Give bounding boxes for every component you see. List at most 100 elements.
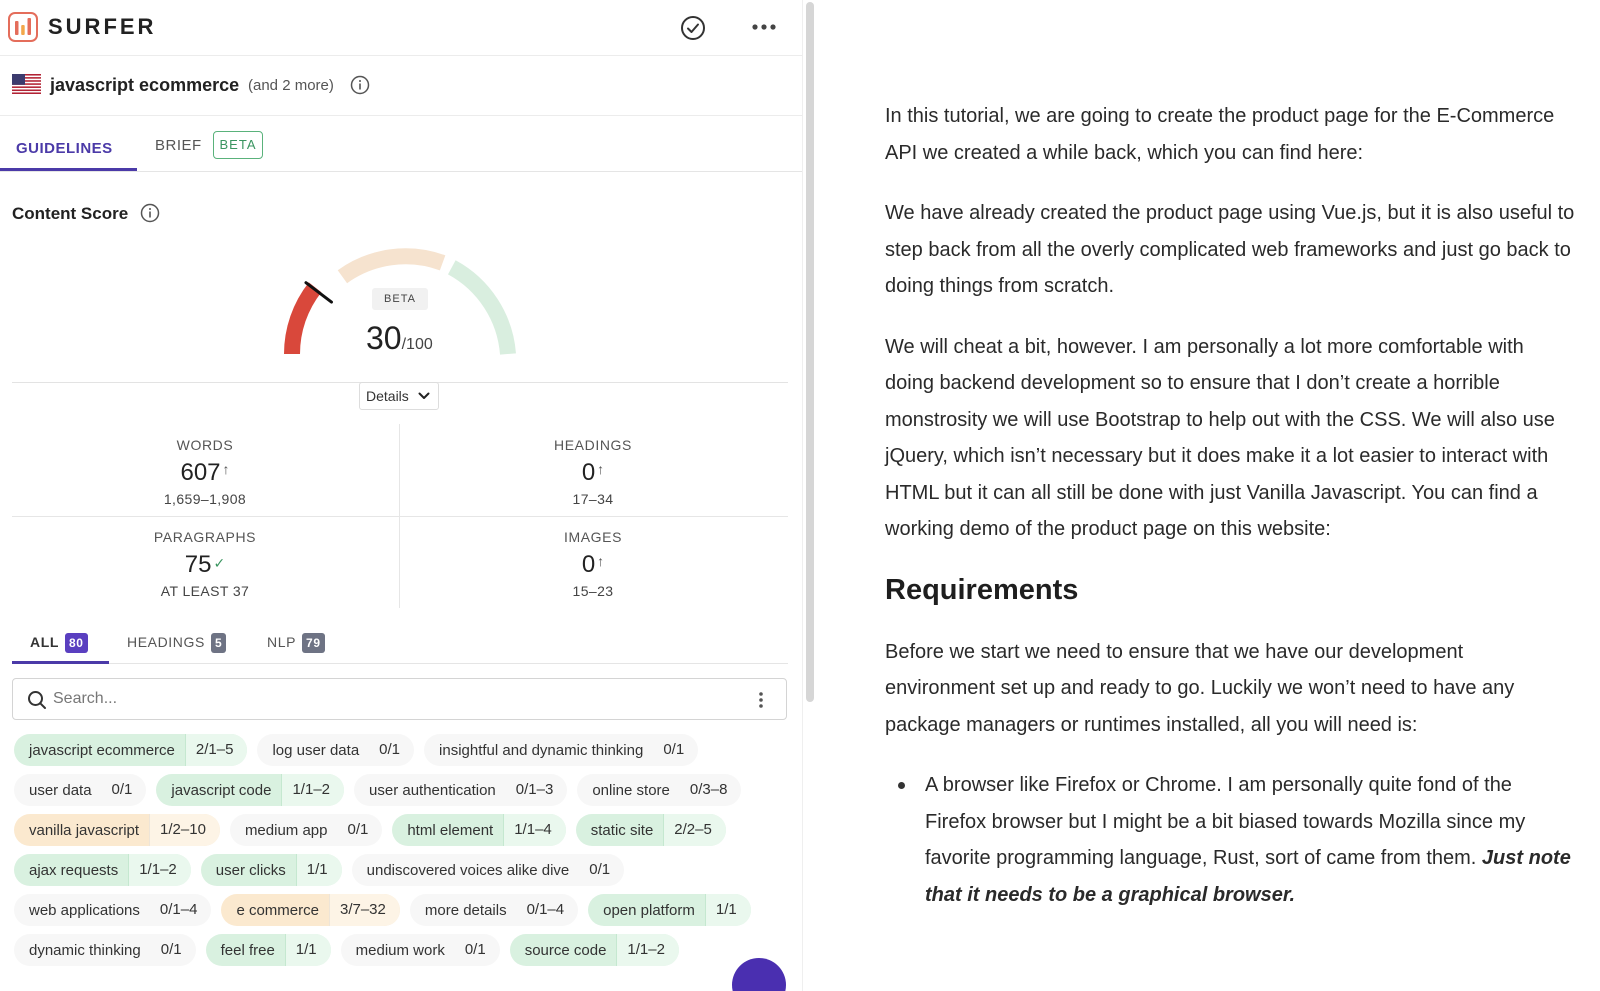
term-label: more details [424, 901, 507, 919]
paragraph[interactable]: We have already created the product page… [885, 202, 1575, 297]
gauge-track-green [447, 260, 516, 355]
term-chip[interactable]: medium work 0/1 [340, 934, 500, 966]
term-chip[interactable]: user data 0/1 [14, 774, 147, 806]
stat-words: WORDS 607 ↑ 1,659–1,908 [55, 437, 355, 507]
term-count: 1/1–2 [128, 854, 191, 886]
more-options-icon[interactable] [750, 14, 778, 40]
term-chip[interactable]: vanilla javascript 1/2–10 [14, 814, 220, 846]
term-chip[interactable]: javascript ecommerce 2/1–5 [14, 734, 248, 766]
filter-tab-label: NLP [267, 634, 297, 650]
term-label: user data [29, 781, 92, 799]
stat-label: HEADINGS [554, 437, 632, 453]
paragraph[interactable]: In this tutorial, we are going to create… [885, 105, 1555, 164]
tab-guidelines[interactable]: GUIDELINES [16, 140, 113, 157]
term-count: 0/1 [589, 861, 611, 878]
term-label: dynamic thinking [29, 941, 141, 959]
term-label: medium app [244, 821, 328, 839]
stat-range: 1,659–1,908 [163, 491, 247, 507]
score-max: /100 [401, 336, 433, 353]
term-label: feel free [220, 941, 275, 959]
term-label: user clicks [215, 861, 286, 879]
article-content[interactable]: In this tutorial, we are going to create… [885, 98, 1575, 913]
filter-tab-all[interactable]: ALL 80 [30, 633, 88, 653]
term-count: 1/1 [295, 854, 342, 886]
paragraph[interactable]: Before we start we need to ensure that w… [885, 640, 1515, 736]
check-circle-icon[interactable] [680, 15, 706, 41]
term-chip[interactable]: user authentication 0/1–3 [354, 774, 568, 806]
paragraph[interactable]: We will cheat a bit, however. I am perso… [885, 335, 1555, 541]
info-icon[interactable] [140, 203, 160, 223]
term-count: 1/1–2 [616, 934, 679, 966]
stat-paragraphs: PARAGRAPHS 75 ✓ AT LEAST 37 [55, 529, 355, 599]
tab-brief[interactable]: BRIEF [155, 137, 202, 154]
term-chip[interactable]: more details 0/1–4 [409, 894, 579, 926]
term-chip[interactable]: source code 1/1–2 [509, 934, 679, 966]
list-item[interactable]: A browser like Firefox or Chrome. I am p… [898, 767, 1575, 913]
scrollbar-thumb[interactable] [806, 2, 814, 702]
term-chip[interactable]: ajax requests 1/1–2 [14, 854, 191, 886]
term-row: web applications 0/1–4 e commerce 3/7–32 mor… [14, 894, 794, 926]
term-label: insightful and dynamic thinking [439, 741, 644, 759]
score-number: 30 [366, 320, 402, 356]
stat-label: IMAGES [563, 529, 623, 545]
filter-tab-headings[interactable]: HEADINGS 5 [127, 633, 227, 653]
gauge-track-peach [337, 248, 446, 284]
stat-value: 0 [581, 551, 596, 578]
term-row: user data 0/1 javascript code 1/1–2 user aut… [14, 774, 794, 806]
filter-tab-label: ALL [30, 634, 60, 650]
stat-images: IMAGES 0 ↑ 15–23 [443, 529, 743, 599]
term-count: 0/3–8 [689, 781, 728, 798]
stat-label: PARAGRAPHS [153, 529, 257, 545]
term-label: static site [590, 821, 654, 839]
term-chip[interactable]: online store 0/3–8 [577, 774, 742, 806]
active-filter-indicator [12, 661, 109, 664]
info-icon[interactable] [350, 75, 370, 95]
filter-count-badge: 5 [210, 633, 227, 653]
term-chip[interactable]: log user data 0/1 [257, 734, 415, 766]
term-chip[interactable]: insightful and dynamic thinking 0/1 [424, 734, 699, 766]
term-label: user authentication [369, 781, 496, 799]
filter-tab-nlp[interactable]: NLP 79 [267, 633, 325, 653]
bullet-list: A browser like Firefox or Chrome. I am p… [885, 767, 1575, 913]
term-label: undiscovered voices alike dive [366, 861, 570, 879]
content-score-gauge [284, 248, 516, 355]
details-label: Details [366, 388, 409, 404]
panel-tabs [0, 116, 818, 172]
term-chip[interactable]: dynamic thinking 0/1 [14, 934, 196, 966]
vertical-dots-icon[interactable] [757, 691, 765, 709]
checkmark-icon: ✓ [213, 555, 226, 571]
term-row: javascript ecommerce 2/1–5 log user data 0/… [14, 734, 794, 766]
active-tab-indicator [0, 168, 137, 171]
term-label: javascript code [171, 781, 272, 799]
search-input[interactable] [53, 685, 733, 713]
list-item-text: A browser like Firefox or Chrome. I am p… [925, 774, 1526, 869]
section-heading[interactable]: Requirements [885, 573, 1079, 606]
term-chip[interactable]: web applications 0/1–4 [14, 894, 212, 926]
stat-headings: HEADINGS 0 ↑ 17–34 [443, 437, 743, 507]
term-chip[interactable]: user clicks 1/1 [200, 854, 342, 886]
chevron-down-icon [418, 392, 430, 399]
term-count: 0/1–3 [515, 781, 554, 798]
brief-beta-badge: BETA [213, 131, 263, 159]
term-chip[interactable]: html element 1/1–4 [392, 814, 566, 846]
term-count: 2/2–5 [663, 814, 726, 846]
term-chip[interactable]: javascript code 1/1–2 [156, 774, 345, 806]
term-chip[interactable]: undiscovered voices alike dive 0/1 [351, 854, 625, 886]
gauge-fill [284, 282, 322, 355]
term-count: 2/1–5 [184, 734, 248, 766]
term-chip[interactable]: static site 2/2–5 [575, 814, 726, 846]
surfer-logo-icon [8, 12, 38, 42]
term-chip[interactable]: feel free 1/1 [205, 934, 331, 966]
term-chip[interactable]: e commerce 3/7–32 [221, 894, 400, 926]
term-search [12, 678, 787, 720]
term-chip[interactable]: open platform 1/1 [588, 894, 751, 926]
term-count: 1/1 [704, 894, 751, 926]
term-count: 0/1 [464, 941, 486, 958]
details-button[interactable]: Details [359, 382, 439, 410]
article-editor[interactable]: In this tutorial, we are going to create… [819, 0, 1600, 991]
term-chip[interactable]: medium app 0/1 [229, 814, 383, 846]
term-label: javascript ecommerce [29, 741, 175, 759]
term-row: dynamic thinking 0/1 feel free 1/1 medium wo… [14, 934, 794, 966]
keyword-main: javascript ecommerce [50, 75, 240, 95]
keyword-more[interactable]: (and 2 more) [248, 77, 334, 94]
